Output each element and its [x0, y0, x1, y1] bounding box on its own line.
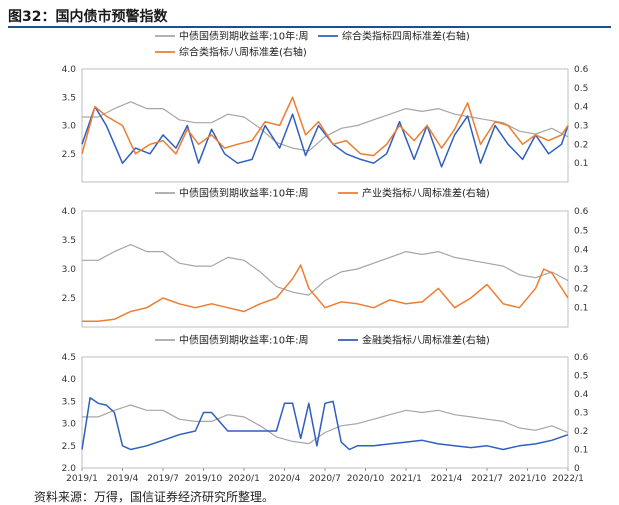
y-right-tick-label: 0.1 [574, 159, 588, 169]
x-tick-label: 2021/10 [509, 474, 547, 484]
y-left-tick-label: 2.0 [62, 464, 77, 474]
series-line-2-1 [82, 244, 569, 296]
y-right-tick-label: 0.3 [574, 122, 588, 132]
x-tick-label: 2019/1 [66, 474, 98, 484]
y-right-tick-label: 0.4 [574, 103, 589, 113]
legend-label: 综合类指标四周标准差(右轴) [342, 30, 470, 43]
x-tick-label: 2019/4 [107, 474, 139, 484]
y-left-tick-label: 3.0 [62, 420, 77, 430]
x-tick-label: 2020/10 [347, 474, 385, 484]
y-right-tick-label: 0.2 [574, 284, 588, 294]
y-left-tick-label: 4.5 [62, 353, 76, 363]
y-left-tick-label: 2.5 [62, 150, 76, 160]
y-left-tick-label: 3.5 [62, 397, 76, 407]
y-left-tick-label: 2.5 [62, 294, 76, 304]
series-line-3-1 [82, 404, 569, 445]
legend-label: 中债国债到期收益率:10年:周 [179, 187, 308, 200]
y-right-tick-label: 0.5 [574, 226, 588, 236]
legend-label: 综合类指标八周标准差(右轴) [179, 46, 307, 59]
y-right-tick-label: 0.4 [574, 246, 589, 256]
series-line-1-3 [81, 96, 569, 157]
x-tick-label: 2021/1 [390, 474, 422, 484]
y-left-tick-label: 4.0 [62, 65, 77, 75]
x-tick-label: 2020/1 [228, 474, 260, 484]
plot-frame-3 [81, 356, 569, 469]
x-tick-label: 2022/1 [552, 474, 584, 484]
x-tick-label: 2019/10 [185, 474, 223, 484]
y-left-tick-label: 3.0 [62, 265, 77, 275]
y-right-tick-label: 0.2 [574, 140, 588, 150]
x-tick-label: 2020/4 [269, 474, 301, 484]
legend-label: 金融类指标八周标准差(右轴) [362, 334, 490, 347]
y-right-tick-label: 0.1 [574, 446, 588, 456]
y-right-tick-label: 0 [574, 464, 580, 474]
y-right-tick-label: 0.1 [574, 304, 588, 314]
legend-label: 中债国债到期收益率:10年:周 [179, 30, 308, 43]
y-right-tick-label: 0.4 [574, 390, 589, 400]
x-tick-label: 2021/4 [431, 474, 463, 484]
y-right-tick-label: 0.6 [574, 353, 589, 363]
y-right-tick-label: 0.6 [574, 207, 589, 217]
x-tick-label: 2021/7 [471, 474, 503, 484]
y-left-tick-label: 4.0 [62, 375, 77, 385]
x-tick-label: 2020/7 [309, 474, 341, 484]
y-left-tick-label: 3.5 [62, 93, 76, 103]
series-line-1-1 [82, 101, 569, 152]
y-left-tick-label: 3.5 [62, 236, 76, 246]
y-right-tick-label: 0.3 [574, 265, 588, 275]
plot-frame-2 [81, 210, 569, 328]
y-right-tick-label: 0.5 [574, 84, 588, 94]
legend-label: 产业类指标八周标准差(右轴) [362, 187, 490, 200]
x-tick-label: 2019/7 [147, 474, 179, 484]
y-right-tick-label: 0.2 [574, 427, 588, 437]
source-note: 资料来源：万得，国信证券经济研究所整理。 [34, 490, 275, 504]
figure-title: 图32：国内债市预警指数 [8, 9, 168, 25]
y-right-tick-label: 0.3 [574, 409, 588, 419]
series-line-1-2 [81, 105, 569, 168]
series-line-3-2 [81, 396, 569, 451]
y-right-tick-label: 0.6 [574, 65, 589, 75]
y-left-tick-label: 3.0 [62, 122, 77, 132]
y-left-tick-label: 2.5 [62, 442, 76, 452]
legend-label: 中债国债到期收益率:10年:周 [179, 334, 308, 347]
title-rule [8, 26, 611, 28]
y-left-tick-label: 4.0 [62, 207, 77, 217]
y-right-tick-label: 0.5 [574, 372, 588, 382]
series-line-2-2 [82, 264, 569, 322]
